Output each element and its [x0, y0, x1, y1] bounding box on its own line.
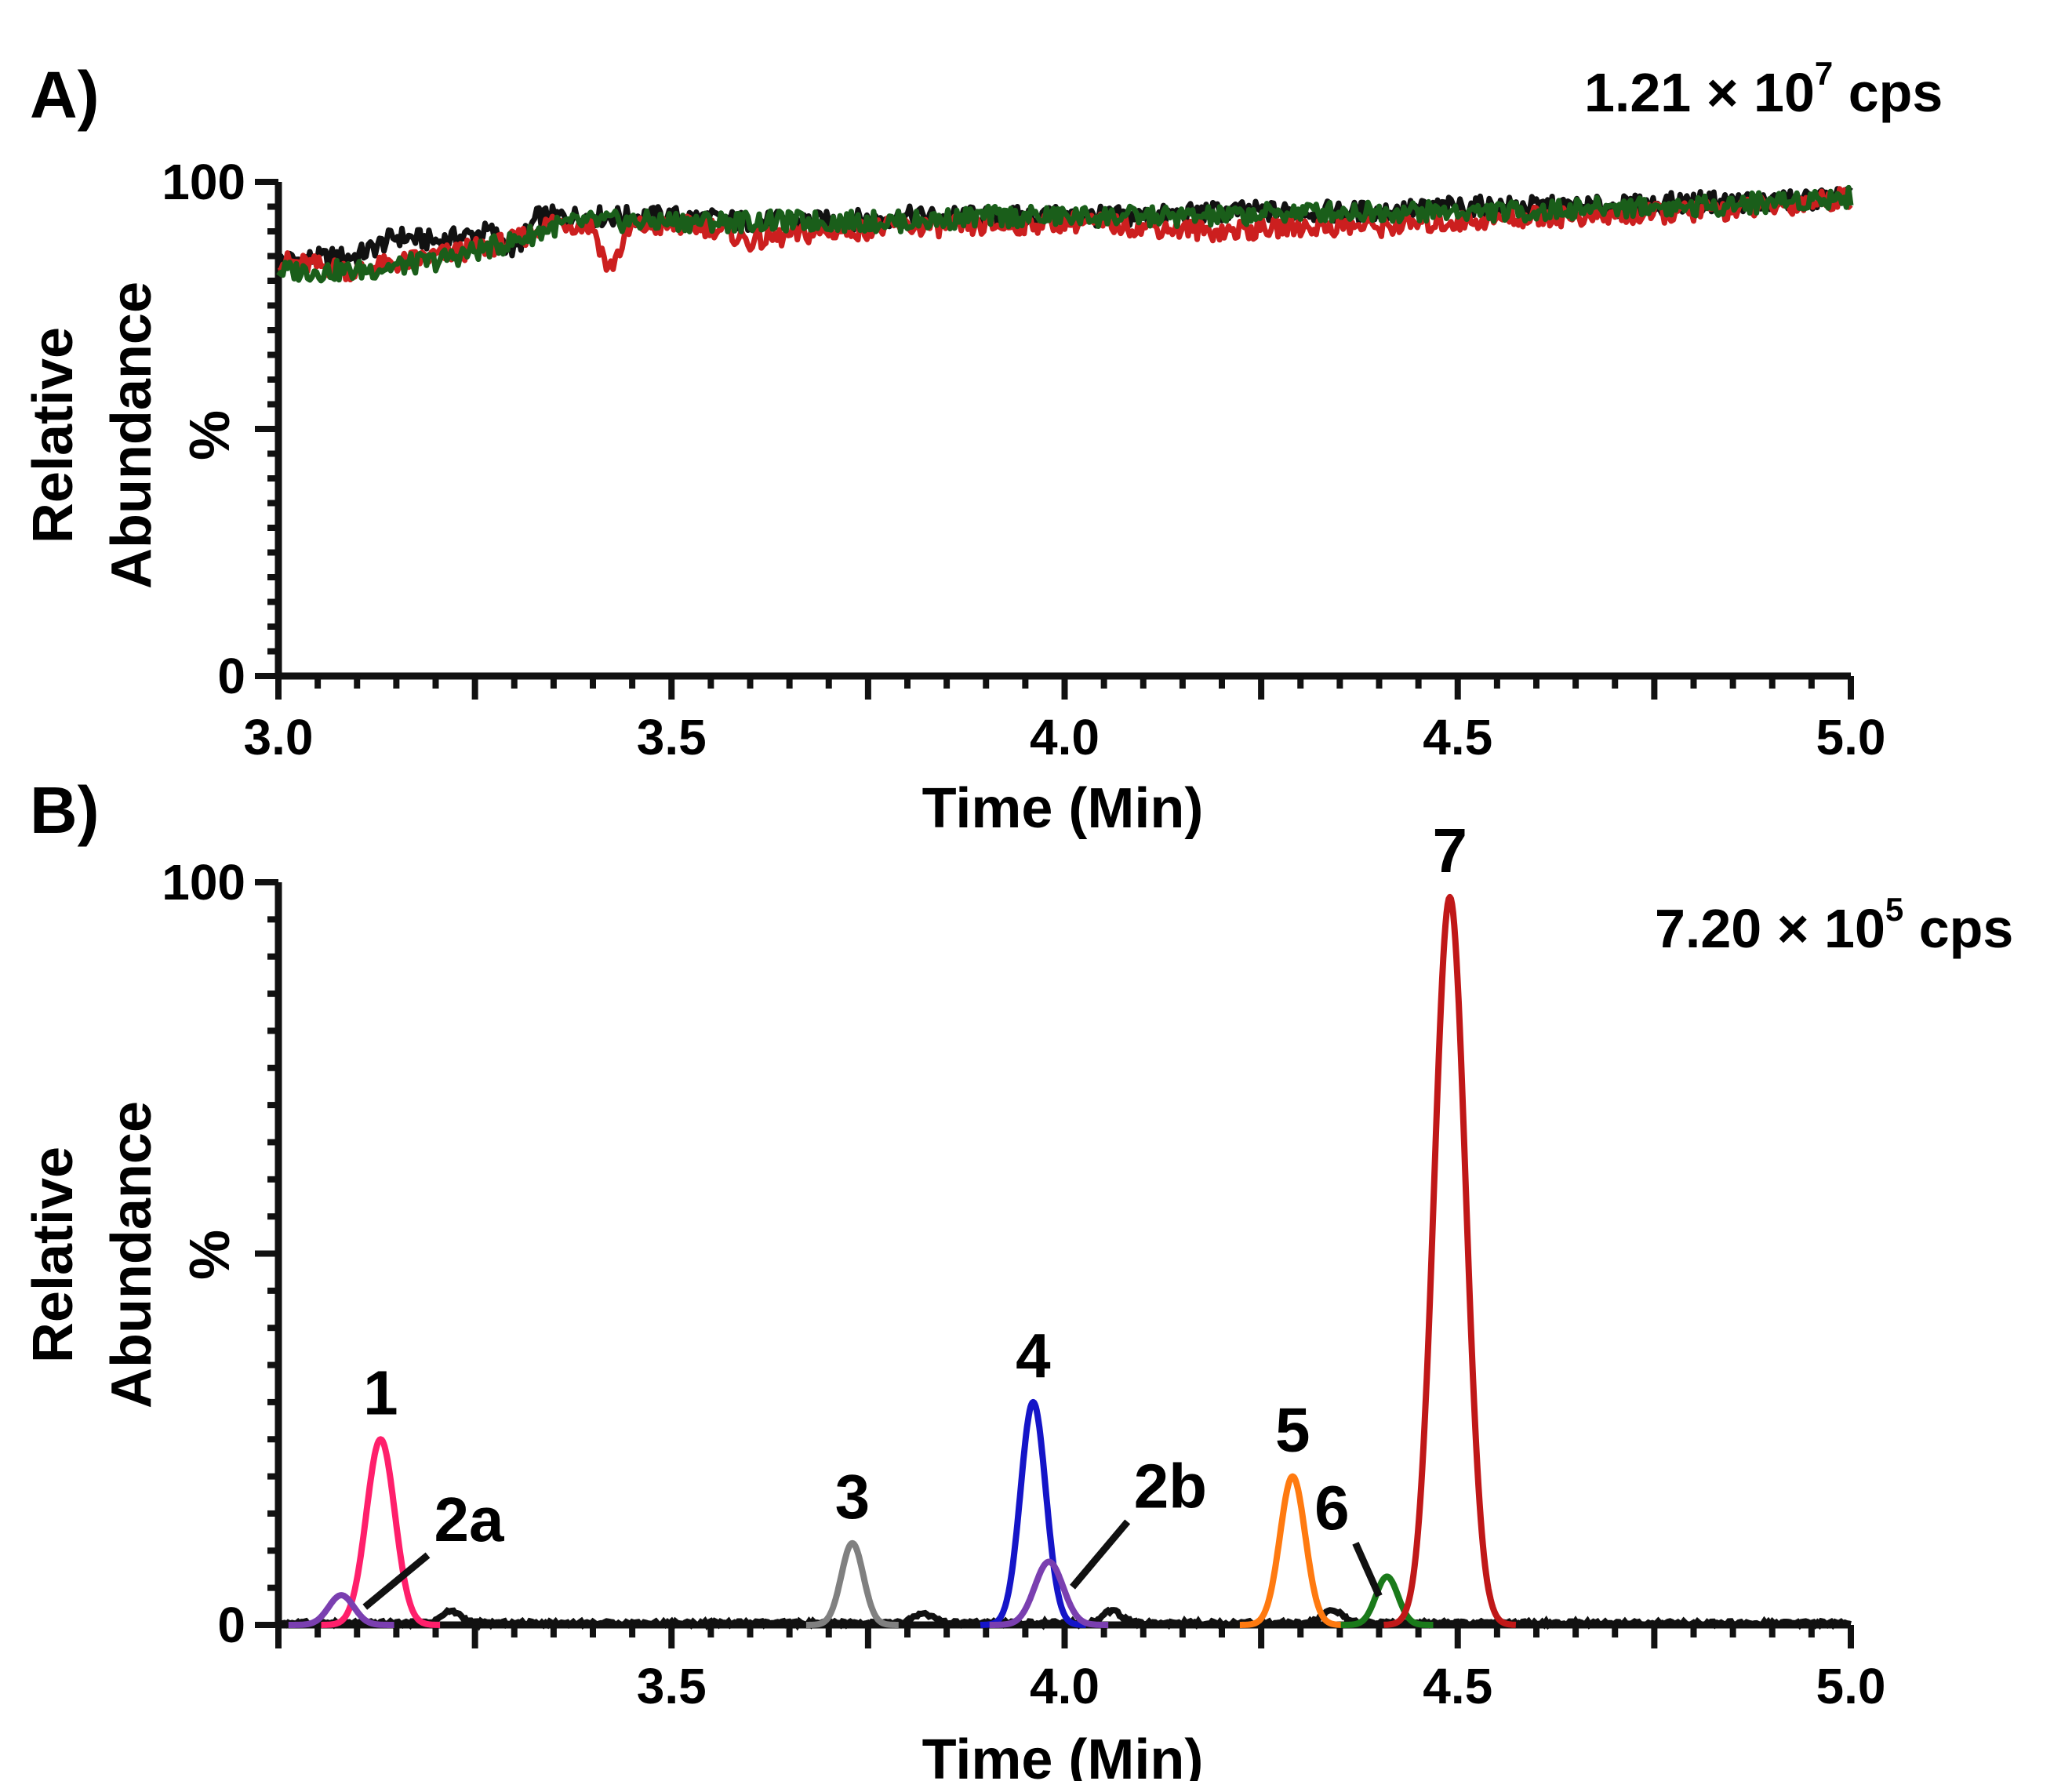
panel-b-axes: 3.5 4.0 4.5 5.0 100 0 — [162, 854, 1885, 1714]
panel-b-peak-labels: 1 2a 3 4 2b 56 7 — [362, 816, 1467, 1610]
panel-a-label: A) — [30, 58, 100, 132]
panel-a-x-axis-title: Time (Min) — [922, 777, 1204, 840]
panel-b-peak-4 — [978, 1398, 1089, 1628]
panel-b-y-tick-label: 100 — [162, 854, 245, 910]
panel-a-series — [275, 184, 1854, 284]
panel-a-x-tick-label: 5.0 — [1816, 709, 1886, 765]
panel-b-leader-2a — [362, 1552, 431, 1610]
panel-a-x-tick-label: 3.5 — [637, 709, 707, 765]
panel-a-y-tick-label: 0 — [217, 648, 245, 704]
panel-b-peak-7 — [1381, 893, 1518, 1628]
panel-b-x-axis-title: Time (Min) — [922, 1728, 1204, 1781]
panel-b-ylabel-unit: % — [179, 1230, 242, 1280]
panel-a-ylabel-unit: % — [179, 410, 242, 460]
panel-b-baseline — [275, 1606, 1852, 1631]
panel-b-peak-label-1: 1 — [363, 1358, 398, 1427]
panel-a-y-axis-title: Relative Abundance % — [22, 282, 242, 589]
panel-b-peak-2a — [286, 1592, 397, 1628]
panel-b-peak-label-7: 7 — [1432, 816, 1467, 885]
panel-b-intensity: 7.20 × 105 cps — [1655, 891, 2013, 959]
panel-b-peak-label-4: 4 — [1016, 1321, 1051, 1390]
panel-b-x-tick-label: 4.5 — [1423, 1658, 1492, 1714]
panel-a-ylabel-line2: Abundance — [100, 282, 163, 589]
panel-b: B) 7.20 × 105 cps Relative Abundance % T… — [22, 773, 2013, 1781]
panel-b-leader-6 — [1352, 1541, 1383, 1597]
panel-b-peak-label-6: 6 — [1314, 1473, 1350, 1543]
panel-b-label: B) — [30, 773, 100, 847]
panel-a-intensity: 1.21 × 107 cps — [1584, 55, 1943, 123]
panel-a-x-tick-label: 4.5 — [1423, 709, 1492, 765]
panel-b-y-tick-label: 0 — [217, 1597, 245, 1653]
panel-b-peak-5 — [1238, 1473, 1348, 1628]
panel-a-series-green-trace — [276, 184, 1854, 284]
panel-b-peak-1 — [318, 1436, 442, 1628]
panel-a-y-tick-label: 100 — [162, 154, 245, 210]
panel-b-peak-label-5: 5 — [1275, 1395, 1310, 1465]
panel-b-peak-3 — [803, 1539, 901, 1628]
panel-a-x-tick-label: 4.0 — [1030, 709, 1100, 765]
panel-b-peak-6 — [1338, 1573, 1436, 1628]
panel-b-series — [275, 893, 1852, 1631]
panel-b-ylabel-line2: Abundance — [100, 1101, 163, 1408]
panel-a-x-tick-label: 3.0 — [244, 709, 314, 765]
panel-b-peak-label-2b: 2b — [1134, 1451, 1207, 1521]
panel-b-x-tick-label: 5.0 — [1816, 1658, 1886, 1714]
panel-b-peak-label-2a: 2a — [434, 1485, 503, 1554]
panel-b-x-tick-label: 4.0 — [1030, 1658, 1100, 1714]
panel-b-x-tick-label: 3.5 — [637, 1658, 707, 1714]
panel-a: A) 1.21 × 107 cps Relative Abundance % T… — [22, 55, 1943, 840]
panel-b-y-axis-title: Relative Abundance % — [22, 1101, 242, 1408]
panel-b-peak-label-3: 3 — [835, 1462, 871, 1532]
panel-b-peak-2b — [987, 1558, 1111, 1628]
panel-b-leader-2b — [1070, 1519, 1131, 1590]
panel-a-axes: 3.0 3.5 4.0 4.5 5.0 100 0 — [162, 154, 1885, 765]
panel-b-ylabel-line1: Relative — [22, 1147, 85, 1363]
panel-a-ylabel-line1: Relative — [22, 327, 85, 543]
